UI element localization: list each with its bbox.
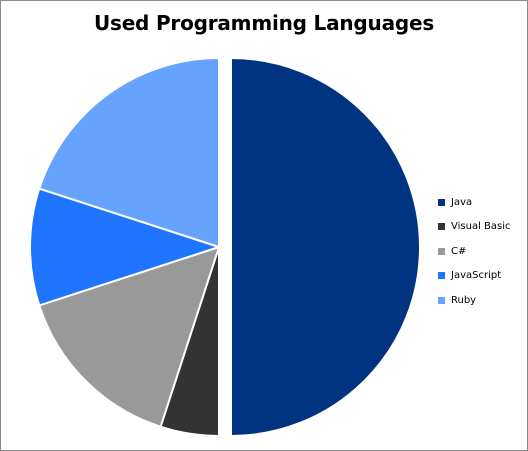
legend-swatch-ruby (438, 296, 445, 304)
legend-label-javascript: JavaScript (451, 270, 502, 282)
legend-item-java: Java (438, 190, 511, 215)
legend-item-visual-basic: Visual Basic (438, 215, 511, 240)
legend-item-javascript: JavaScript (438, 264, 511, 289)
legend-label-visual-basic: Visual Basic (451, 221, 511, 233)
legend-item-csharp: C# (438, 239, 511, 264)
legend-swatch-javascript (438, 272, 445, 280)
legend-label-ruby: Ruby (451, 294, 477, 306)
legend-swatch-csharp (438, 247, 445, 255)
legend-swatch-java (438, 198, 445, 206)
legend-label-java: Java (451, 196, 473, 208)
legend-swatch-visual-basic (438, 223, 445, 231)
chart-title: Used Programming Languages (93, 11, 435, 35)
pie-slice-c (37, 245, 221, 429)
pie-slice-java (230, 56, 421, 438)
legend-label-csharp: C# (451, 245, 467, 257)
legend: Java Visual Basic C# JavaScript Ruby (438, 190, 511, 313)
pie-slice-ruby (37, 56, 220, 249)
pie-slices (29, 56, 421, 438)
legend-item-ruby: Ruby (438, 288, 511, 313)
pie-slice-javascript (29, 187, 223, 307)
